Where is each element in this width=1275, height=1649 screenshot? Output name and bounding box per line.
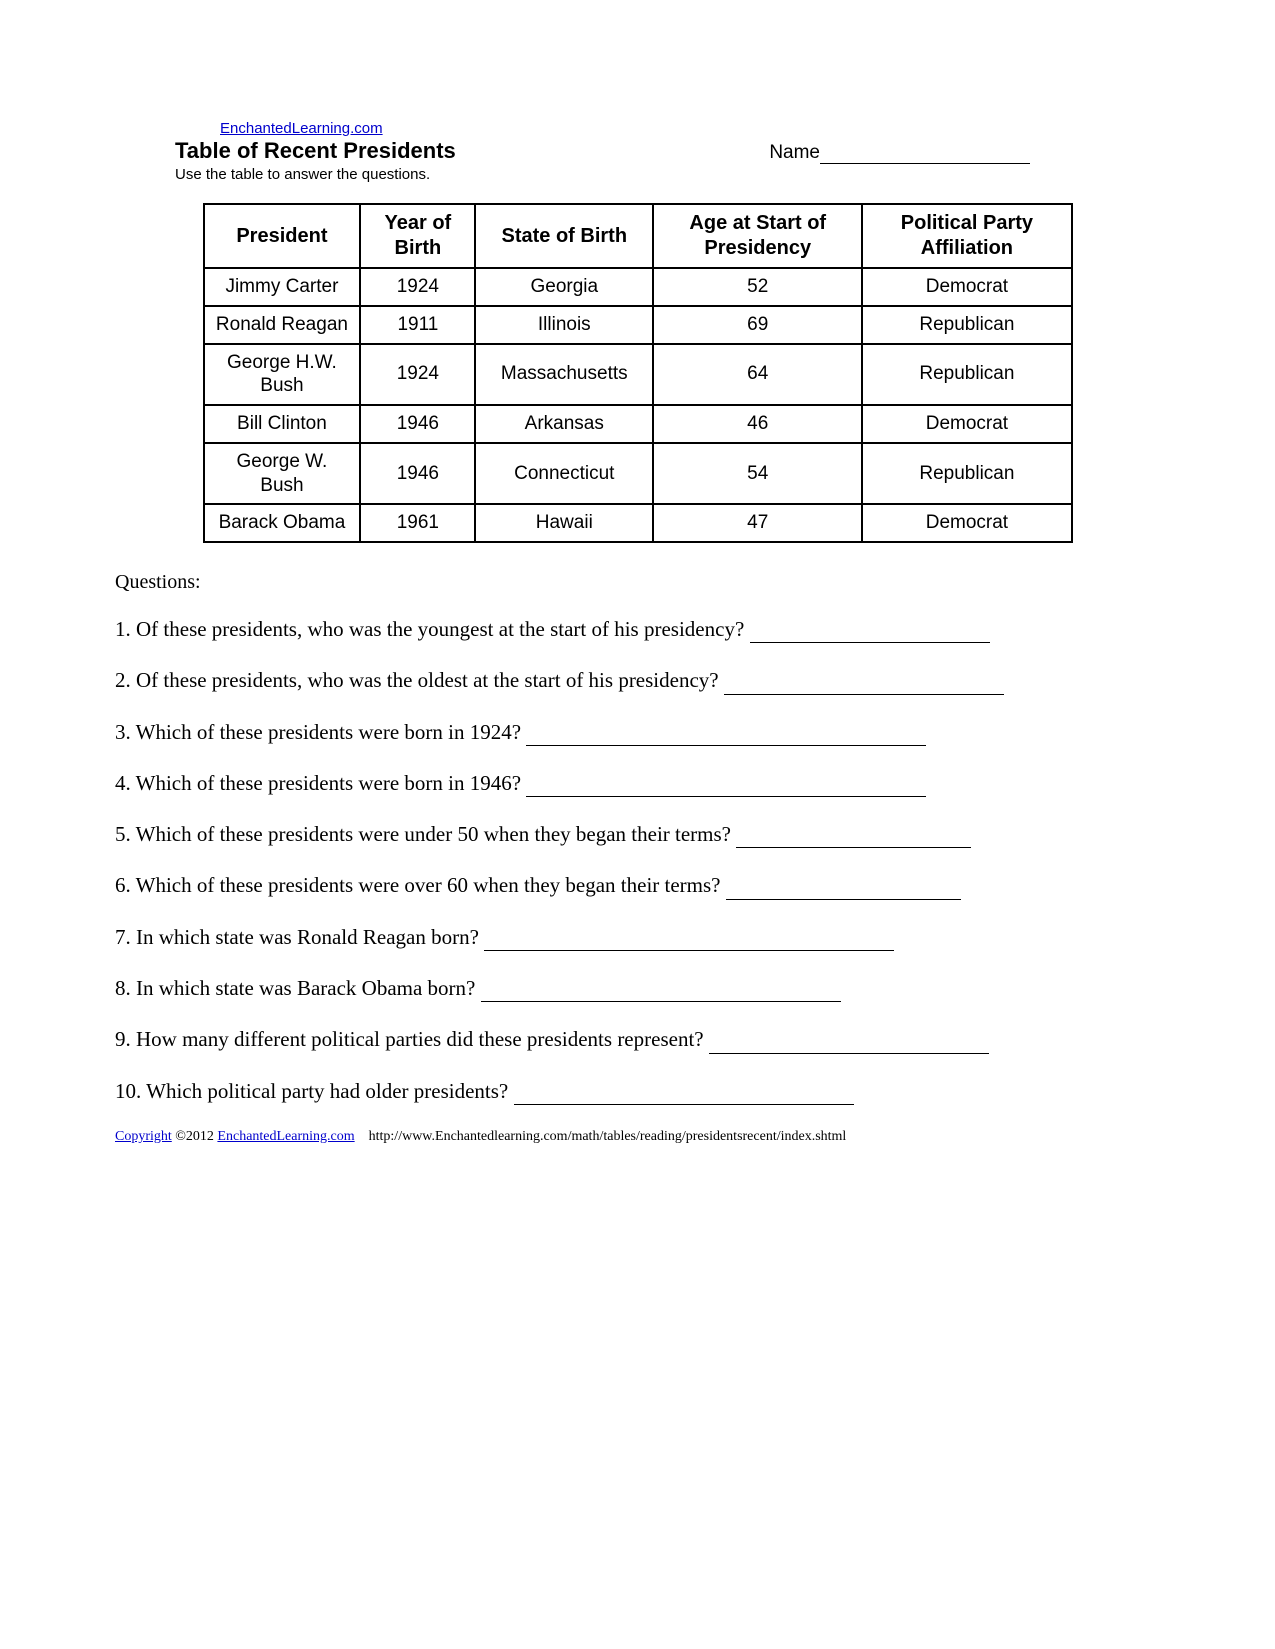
table-cell: Barack Obama (204, 504, 361, 542)
col-header-year-of-birth: Year of Birth (360, 204, 475, 268)
header-left: EnchantedLearning.com (175, 120, 1160, 138)
copyright-link[interactable]: Copyright (115, 1129, 172, 1144)
table-cell: George H.W. Bush (204, 344, 361, 406)
answer-blank[interactable] (526, 725, 926, 746)
table-cell: Republican (862, 306, 1071, 344)
question-text: 6. Which of these presidents were over 6… (115, 873, 726, 897)
name-label: Name (769, 142, 820, 163)
question-text: 10. Which political party had older pres… (115, 1079, 514, 1103)
table-cell: Arkansas (475, 405, 653, 443)
title-row: Table of Recent Presidents Name (115, 138, 1160, 164)
answer-blank[interactable] (526, 776, 926, 797)
question-text: 3. Which of these presidents were born i… (115, 720, 526, 744)
question-text: 2. Of these presidents, who was the olde… (115, 668, 724, 692)
question-text: 5. Which of these presidents were under … (115, 822, 736, 846)
table-cell: Jimmy Carter (204, 268, 361, 306)
table-row: Ronald Reagan1911Illinois69Republican (204, 306, 1072, 344)
answer-blank[interactable] (514, 1084, 854, 1105)
answer-blank[interactable] (484, 930, 894, 951)
question-item: 1. Of these presidents, who was the youn… (115, 616, 1160, 643)
table-cell: 46 (653, 405, 862, 443)
table-cell: Democrat (862, 405, 1071, 443)
table-header-row: President Year of Birth State of Birth A… (204, 204, 1072, 268)
table-cell: 1911 (360, 306, 475, 344)
question-text: 4. Which of these presidents were born i… (115, 771, 526, 795)
table-cell: 1924 (360, 268, 475, 306)
table-cell: 47 (653, 504, 862, 542)
answer-blank[interactable] (709, 1033, 989, 1054)
question-item: 2. Of these presidents, who was the olde… (115, 667, 1160, 694)
question-text: 8. In which state was Barack Obama born? (115, 976, 481, 1000)
table-body: Jimmy Carter1924Georgia52DemocratRonald … (204, 268, 1072, 542)
table-cell: 1924 (360, 344, 475, 406)
presidents-table: President Year of Birth State of Birth A… (203, 203, 1073, 543)
name-field: Name (769, 142, 1030, 164)
table-row: George H.W. Bush1924Massachusetts64Repub… (204, 344, 1072, 406)
table-cell: Bill Clinton (204, 405, 361, 443)
table-cell: 69 (653, 306, 862, 344)
questions-list: 1. Of these presidents, who was the youn… (115, 616, 1160, 1105)
instructions-text: Use the table to answer the questions. (175, 166, 1160, 183)
footer-site-link[interactable]: EnchantedLearning.com (217, 1129, 354, 1144)
question-text: 1. Of these presidents, who was the youn… (115, 617, 750, 641)
title-wrap: Table of Recent Presidents (175, 138, 456, 164)
worksheet-page: EnchantedLearning.com Table of Recent Pr… (0, 0, 1275, 1175)
table-row: Jimmy Carter1924Georgia52Democrat (204, 268, 1072, 306)
table-cell: George W. Bush (204, 443, 361, 505)
table-cell: 64 (653, 344, 862, 406)
answer-blank[interactable] (736, 827, 971, 848)
table-cell: Republican (862, 443, 1071, 505)
col-header-age-at-start: Age at Start of Presidency (653, 204, 862, 268)
table-cell: 1961 (360, 504, 475, 542)
answer-blank[interactable] (750, 622, 990, 643)
table-cell: Democrat (862, 504, 1071, 542)
col-header-party: Political Party Affiliation (862, 204, 1071, 268)
table-cell: 1946 (360, 405, 475, 443)
question-item: 8. In which state was Barack Obama born? (115, 975, 1160, 1002)
answer-blank[interactable] (726, 879, 961, 900)
site-link[interactable]: EnchantedLearning.com (220, 120, 383, 137)
copyright-text: ©2012 (172, 1129, 218, 1144)
worksheet-title: Table of Recent Presidents (175, 138, 456, 164)
table-cell: Illinois (475, 306, 653, 344)
question-item: 10. Which political party had older pres… (115, 1078, 1160, 1105)
col-header-president: President (204, 204, 361, 268)
table-cell: Connecticut (475, 443, 653, 505)
question-item: 3. Which of these presidents were born i… (115, 719, 1160, 746)
question-item: 7. In which state was Ronald Reagan born… (115, 924, 1160, 951)
questions-label: Questions: (115, 571, 1160, 594)
table-row: Bill Clinton1946Arkansas46Democrat (204, 405, 1072, 443)
question-text: 9. How many different political parties … (115, 1027, 709, 1051)
question-item: 6. Which of these presidents were over 6… (115, 872, 1160, 899)
question-item: 5. Which of these presidents were under … (115, 821, 1160, 848)
table-cell: Democrat (862, 268, 1071, 306)
table-cell: Hawaii (475, 504, 653, 542)
table-cell: 54 (653, 443, 862, 505)
footer: Copyright ©2012 EnchantedLearning.com ht… (115, 1129, 1160, 1145)
header-block: EnchantedLearning.com Table of Recent Pr… (115, 120, 1160, 183)
table-cell: Georgia (475, 268, 653, 306)
answer-blank[interactable] (724, 674, 1004, 695)
table-cell: Republican (862, 344, 1071, 406)
footer-url: http://www.Enchantedlearning.com/math/ta… (355, 1129, 847, 1144)
answer-blank[interactable] (481, 981, 841, 1002)
question-item: 9. How many different political parties … (115, 1026, 1160, 1053)
question-item: 4. Which of these presidents were born i… (115, 770, 1160, 797)
question-text: 7. In which state was Ronald Reagan born… (115, 925, 484, 949)
table-cell: Massachusetts (475, 344, 653, 406)
col-header-state-of-birth: State of Birth (475, 204, 653, 268)
name-blank-line[interactable] (820, 163, 1030, 164)
table-cell: 1946 (360, 443, 475, 505)
table-cell: 52 (653, 268, 862, 306)
table-row: George W. Bush1946Connecticut54Republica… (204, 443, 1072, 505)
table-cell: Ronald Reagan (204, 306, 361, 344)
table-row: Barack Obama1961Hawaii47Democrat (204, 504, 1072, 542)
